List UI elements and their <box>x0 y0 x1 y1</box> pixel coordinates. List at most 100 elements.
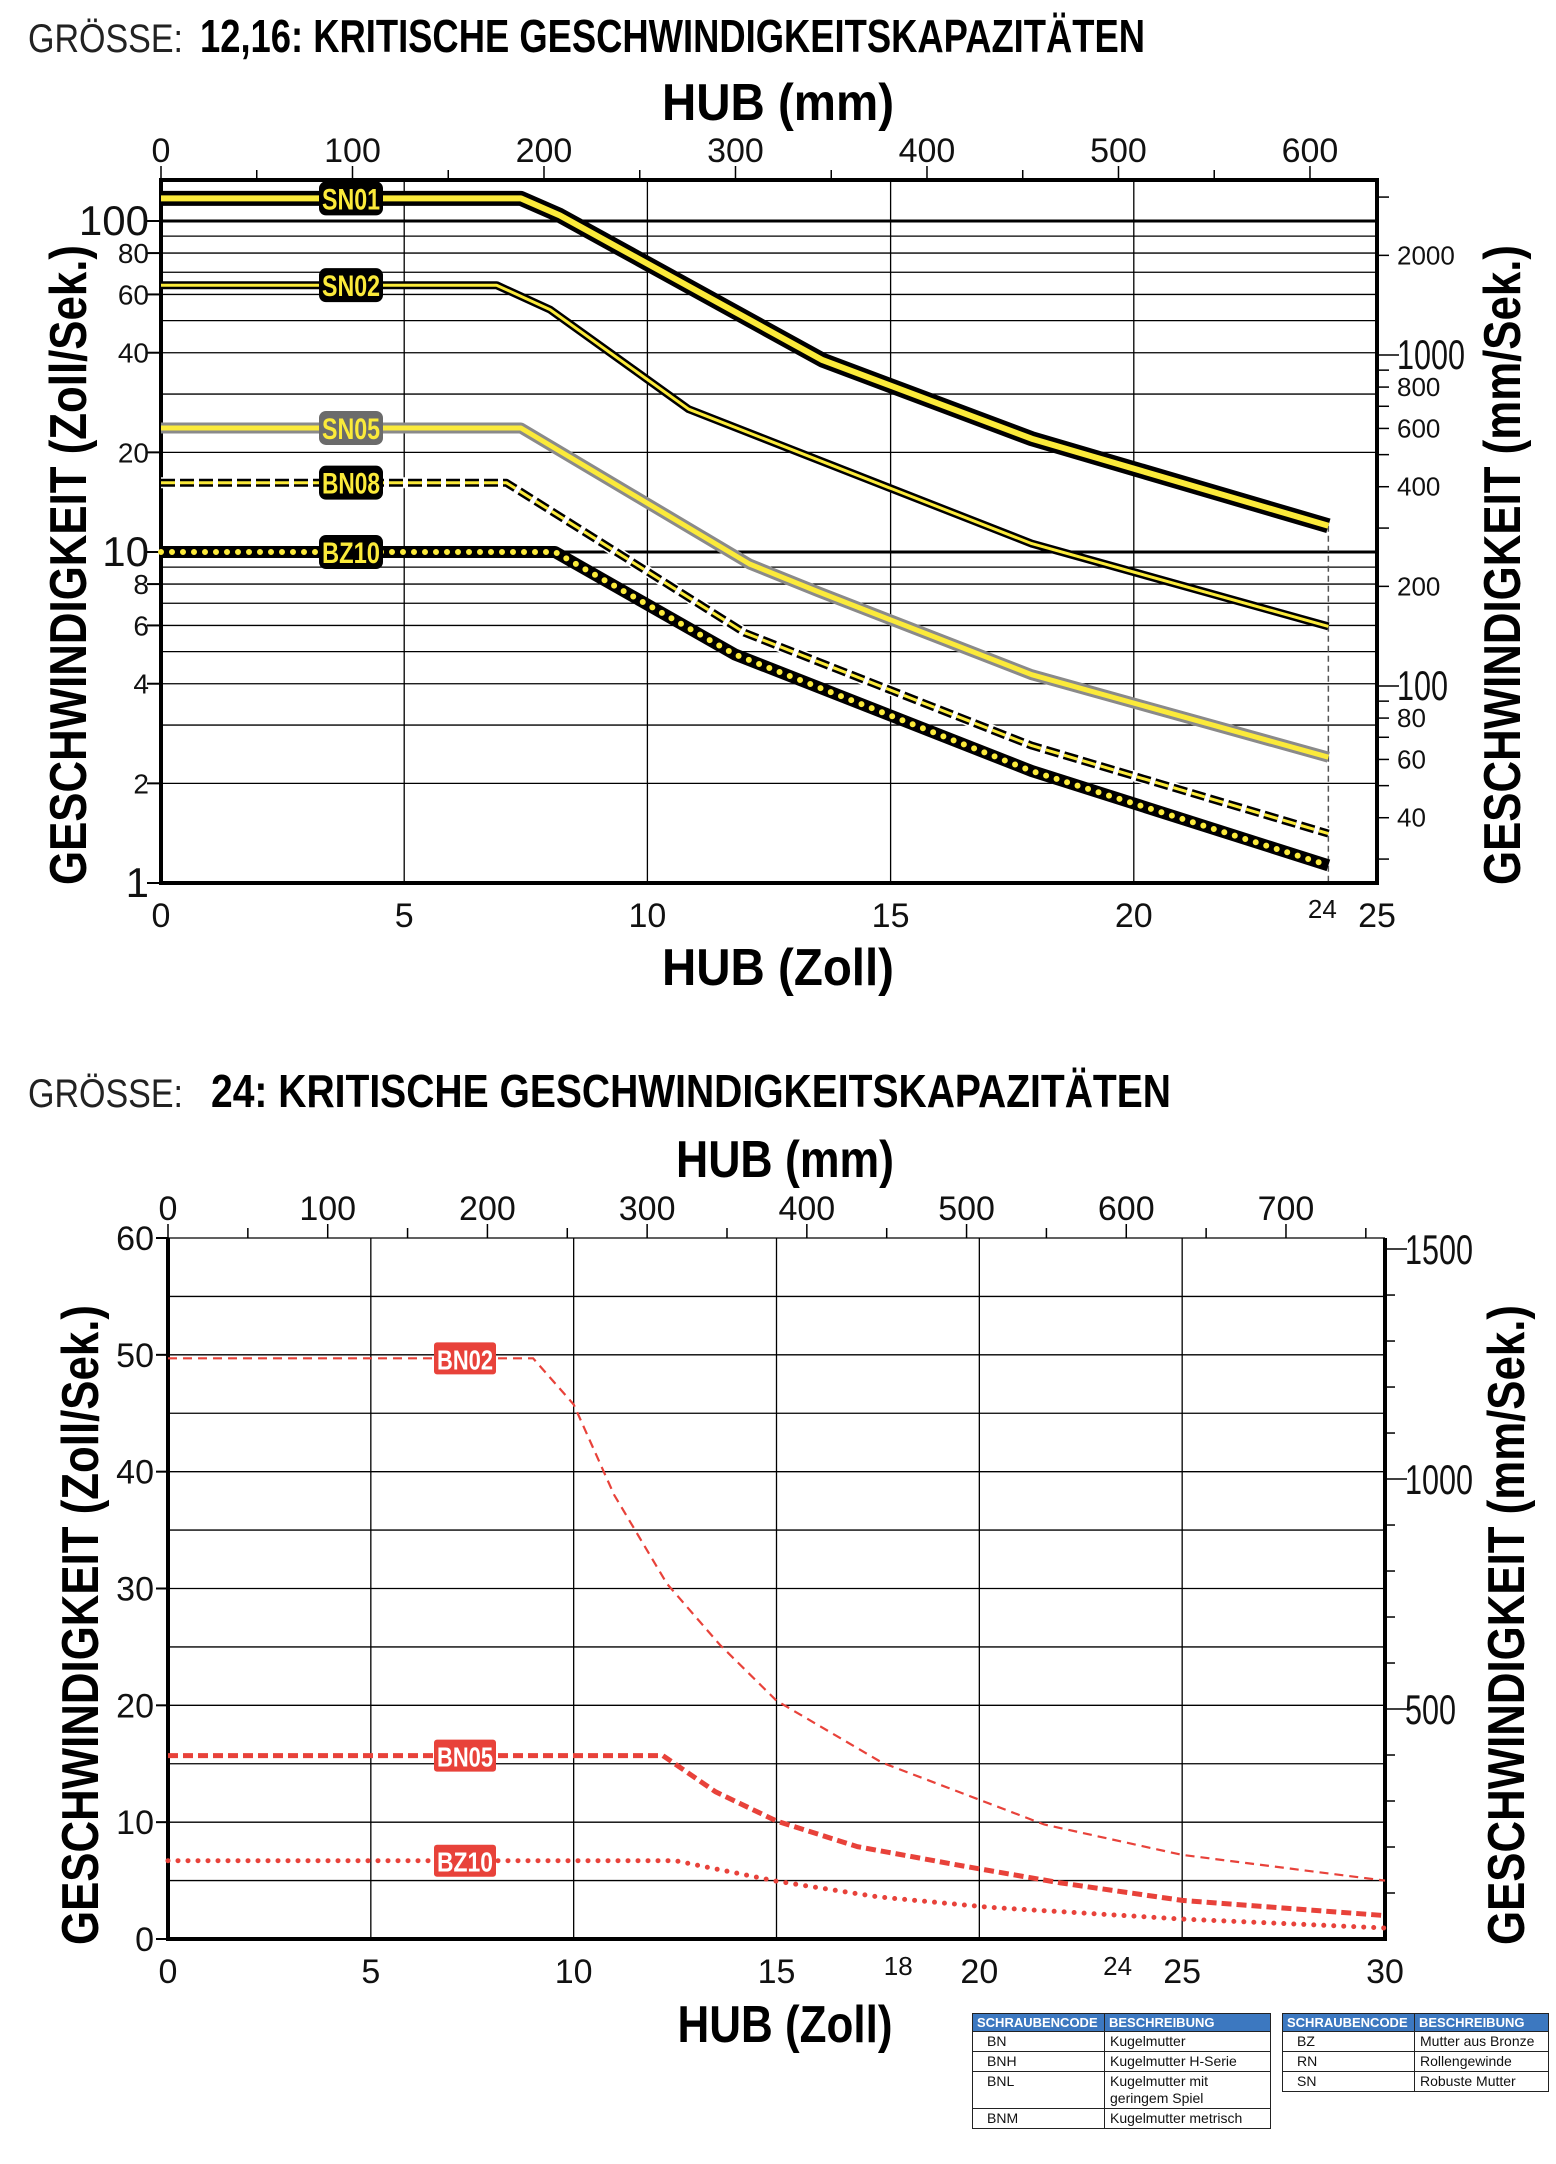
x2-tick-label: 600 <box>1098 1190 1155 1228</box>
series-line-bn02 <box>168 1357 1386 1882</box>
y-tick-label: 10 <box>116 1804 154 1842</box>
y-tick-label: 30 <box>116 1571 154 1609</box>
x2-tick-label: 200 <box>516 132 573 170</box>
chart1-y-label: GESCHWINDIGKEIT (Zoll/Sek.) <box>40 245 98 885</box>
x-tick-label: 20 <box>960 1953 998 1991</box>
y2-tick-label: 80 <box>1397 703 1426 733</box>
table-row: SN Robuste Mutter <box>1282 2071 1549 2092</box>
x-tick-label: 10 <box>628 897 666 935</box>
x2-tick-label: 600 <box>1282 132 1339 170</box>
chart2-title: 24: KRITISCHE GESCHWINDIGKEITSKAPAZITÄTE… <box>211 1065 1171 1117</box>
x2-tick-label: 0 <box>152 132 171 170</box>
x2-tick-label: 400 <box>899 132 956 170</box>
y2-tick-label: 1000 <box>1397 331 1465 378</box>
chart2-title-prefix: GRÖSSE: <box>28 1072 183 1116</box>
y2-tick-label: 600 <box>1397 413 1440 443</box>
description-cell: Kugelmutter metrisch <box>1104 2108 1271 2129</box>
series-label-box <box>319 465 383 500</box>
y-tick-label: 40 <box>116 1454 154 1492</box>
code-cell: BNL <box>972 2071 1105 2109</box>
y2-tick-label: 60 <box>1397 744 1426 774</box>
series-bn08: BN08 <box>161 465 1330 839</box>
x2-tick-label: 100 <box>324 132 381 170</box>
x-marker-label: 18 <box>884 1951 913 1981</box>
x-tick-label: 5 <box>395 897 414 935</box>
y-tick-label: 40 <box>118 338 149 369</box>
code-cell: SN <box>1282 2071 1415 2092</box>
x-tick-label: 15 <box>872 897 910 935</box>
series-line-sn01 <box>161 195 1330 529</box>
y-tick-label: 1 <box>126 859 149 906</box>
x-tick-label: 10 <box>555 1953 593 1991</box>
chart1-y2-label: GESCHWINDIGKEIT (mm/Sek.) <box>1474 245 1532 885</box>
x2-tick-label: 300 <box>619 1190 676 1228</box>
x-tick-label: 15 <box>758 1953 796 1991</box>
series-label: BN08 <box>322 468 380 501</box>
series-line-bn08 <box>161 481 1329 836</box>
table-row: BNM Kugelmutter metrisch <box>972 2108 1271 2129</box>
y-tick-label: 4 <box>133 669 149 700</box>
series-sn01: SN01 <box>161 181 1331 533</box>
chart2-y-label: GESCHWINDIGKEIT (Zoll/Sek.) <box>52 1305 110 1945</box>
series-label: BZ10 <box>322 537 380 570</box>
x-tick-label: 0 <box>152 897 171 935</box>
series-label: BZ10 <box>437 1847 493 1878</box>
code-cell: BZ <box>1282 2031 1415 2052</box>
series-label: SN05 <box>322 413 380 446</box>
series-label-box <box>319 181 383 216</box>
y-tick-label: 6 <box>133 610 149 641</box>
x2-tick-label: 0 <box>159 1190 178 1228</box>
x2-tick-label: 400 <box>778 1190 835 1228</box>
series-label-box <box>434 1342 496 1375</box>
series-label-box <box>319 268 383 303</box>
y-tick-label: 80 <box>118 238 149 269</box>
series-bn05: BN05 <box>168 1739 1386 1919</box>
description-cell: Robuste Mutter <box>1414 2071 1549 2092</box>
series-sn02: SN02 <box>161 268 1330 631</box>
table-row: BN Kugelmutter <box>972 2031 1271 2052</box>
y2-tick-label: 1500 <box>1405 1226 1473 1273</box>
y-tick-label: 10 <box>102 528 149 575</box>
chart1-plot: 1246810204060801004060801002004006008001… <box>79 132 1465 935</box>
y-tick-label: 2 <box>133 768 149 799</box>
table-row: RN Rollengewinde <box>1282 2051 1549 2072</box>
chart2-x2-label: HUB (mm) <box>676 1131 894 1189</box>
y2-tick-label: 40 <box>1397 803 1426 833</box>
x2-tick-label: 700 <box>1258 1190 1315 1228</box>
x-tick-label: 0 <box>159 1953 178 1991</box>
y-tick-label: 20 <box>116 1687 154 1725</box>
series-label-box <box>434 1844 496 1877</box>
description-cell: Mutter aus Bronze <box>1414 2031 1549 2052</box>
plot-frame <box>166 1238 1387 1941</box>
chart2-y2-label: GESCHWINDIGKEIT (mm/Sek.) <box>1478 1305 1536 1945</box>
series-line-bz10 <box>158 549 1332 869</box>
code-cell: BNM <box>972 2108 1105 2129</box>
x-tick-label: 25 <box>1163 1953 1201 1991</box>
x-tick-label: 20 <box>1115 897 1153 935</box>
chart1-x2-label: HUB (mm) <box>662 74 894 132</box>
code-cell: BN <box>972 2031 1105 2052</box>
legend-header-description: BESCHREIBUNG <box>1104 2013 1271 2032</box>
series-line-sn02 <box>161 283 1329 628</box>
description-cell: Rollengewinde <box>1414 2051 1549 2072</box>
chart2-x-label: HUB (Zoll) <box>678 1996 893 2054</box>
series-bn02: BN02 <box>168 1342 1386 1882</box>
series-label: BN02 <box>437 1344 493 1375</box>
series-line-bz10 <box>165 1858 1388 1931</box>
series-bz10: BZ10 <box>165 1844 1388 1931</box>
x2-tick-label: 200 <box>459 1190 516 1228</box>
x-tick-label: 25 <box>1358 897 1396 935</box>
y2-tick-label: 200 <box>1397 571 1440 601</box>
description-cell: Kugelmutter mit geringem Spiel <box>1104 2071 1271 2109</box>
table-row: BNL Kugelmutter mit geringem Spiel <box>972 2071 1271 2109</box>
y2-tick-label: 400 <box>1397 472 1440 502</box>
y2-tick-label: 500 <box>1405 1686 1456 1733</box>
y-tick-label: 60 <box>118 279 149 310</box>
legend-header-code: SCHRAUBENCODE <box>972 2013 1105 2032</box>
code-cell: RN <box>1282 2051 1415 2072</box>
x2-tick-label: 100 <box>299 1190 356 1228</box>
series-bz10: BZ10 <box>158 535 1332 872</box>
description-cell: Kugelmutter <box>1104 2031 1271 2052</box>
